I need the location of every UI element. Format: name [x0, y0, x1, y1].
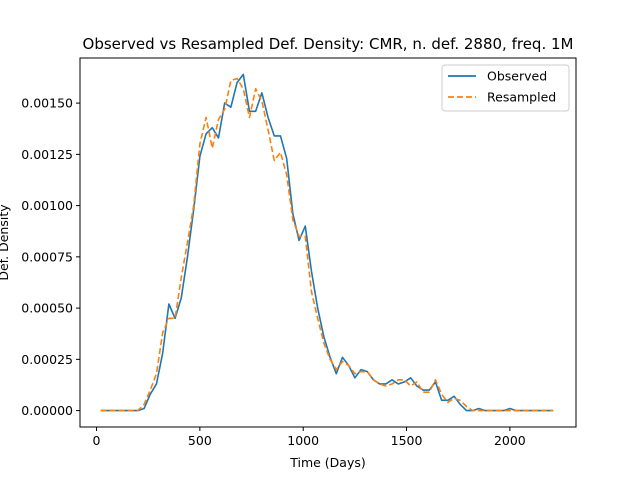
legend-label-observed: Observed — [487, 69, 547, 84]
x-axis-label: Time (Days) — [289, 455, 366, 470]
y-axis: 0.00000 0.00025 0.00050 0.00075 0.00100 0.001… — [21, 96, 80, 418]
x-tick-label: 0 — [93, 433, 101, 448]
x-tick-label: 1000 — [287, 433, 319, 448]
y-tick-label: 0.00050 — [21, 301, 73, 316]
y-axis-label: Def. Density — [0, 204, 11, 281]
x-tick-label: 1500 — [391, 433, 423, 448]
y-tick-label: 0.00025 — [21, 352, 73, 367]
series-layer — [100, 73, 554, 412]
y-tick-label: 0.00075 — [21, 249, 73, 264]
y-tick-label: 0.00125 — [21, 147, 73, 162]
x-tick-label: 2000 — [494, 433, 526, 448]
x-tick-label: 500 — [188, 433, 212, 448]
chart-title: Observed vs Resampled Def. Density: CMR,… — [83, 35, 574, 53]
plot-frame — [79, 57, 577, 428]
legend: Observed Resampled — [441, 64, 570, 112]
x-axis: 0 500 1000 1500 2000 — [93, 427, 526, 448]
plot-area — [80, 58, 576, 427]
y-tick-label: 0.00100 — [21, 198, 73, 213]
y-tick-label: 0.00000 — [21, 403, 73, 418]
series-line-resampled — [100, 77, 554, 412]
legend-label-resampled: Resampled — [487, 90, 556, 105]
y-tick-label: 0.00150 — [21, 96, 73, 111]
